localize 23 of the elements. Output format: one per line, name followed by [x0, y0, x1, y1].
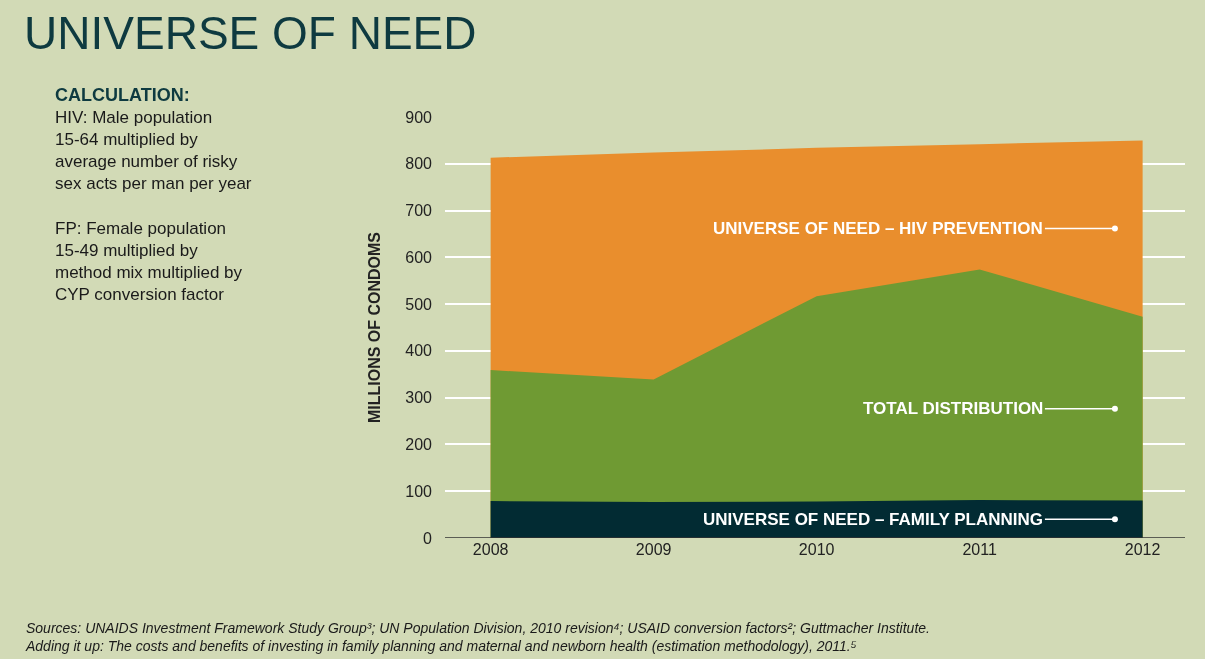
y-tick-label: 400	[405, 342, 433, 360]
text: CALCULATION:	[55, 85, 190, 105]
y-tick-label: 100	[405, 482, 433, 500]
series-label: UNIVERSE OF NEED – FAMILY PLANNING	[703, 510, 1044, 529]
source-note: Sources: UNAIDS Investment Framework Study Group³; UN Population Division, 2010 revision⁴; USAID conversion factors²; Guttmacher Institute. Adding it up: The costs and benefits of investing in family planning and maternal and newborn health (estimation methodology), 2011.⁵	[25, 620, 930, 655]
x-tick-label: 2009	[635, 541, 672, 558]
y-tick-label: 700	[405, 202, 433, 220]
y-tick-label: 0	[423, 529, 433, 547]
series-label: UNIVERSE OF NEED – HIV PREVENTION	[713, 219, 1043, 238]
y-tick-label: 200	[405, 436, 433, 454]
y-tick-label: 600	[405, 248, 433, 266]
y-tick-label: 500	[405, 295, 433, 313]
y-axis-title: MILLIONS OF CONDOMS	[366, 231, 384, 424]
y-tick-label: 800	[405, 155, 433, 173]
chart-title: UNIVERSE OF NEED	[24, 6, 477, 59]
y-tick-label: 300	[405, 389, 433, 407]
series-label: TOTAL DISTRIBUTION	[863, 399, 1044, 418]
x-tick-label: 2010	[798, 541, 835, 558]
x-tick-label: 2012	[1124, 541, 1161, 558]
text: HIV: Male population 15-64 multiplied by average number of risky sex acts per man per year FP: Female population 15-49 multiplied by method mix multiplied by CYP conversion factor	[55, 108, 252, 304]
x-tick-label: 2011	[962, 541, 997, 558]
x-tick-label: 2008	[472, 541, 509, 558]
y-tick-label: 900	[405, 108, 433, 126]
